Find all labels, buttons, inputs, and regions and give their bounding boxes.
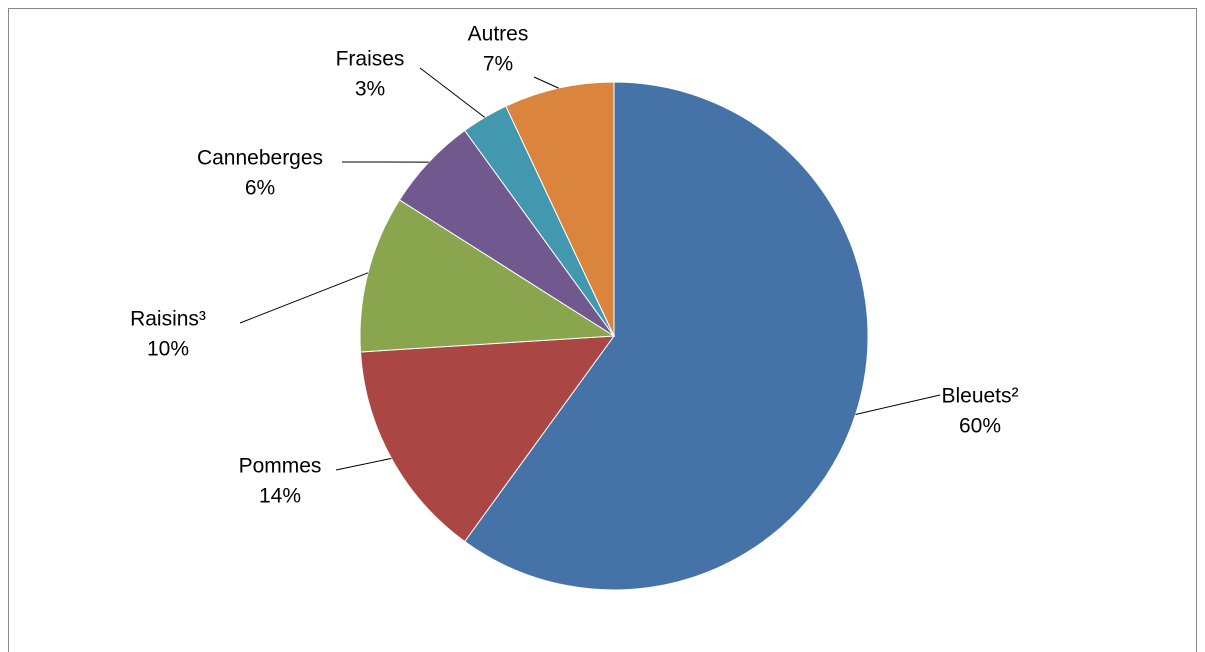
slice-value-label: 14% xyxy=(259,485,301,508)
slice-label: Pommes xyxy=(239,455,322,478)
slice-value-label: 10% xyxy=(147,338,189,361)
slice-value-label: 6% xyxy=(245,177,275,200)
pie-slice xyxy=(359,335,616,543)
slice-label: Autres xyxy=(468,23,529,46)
pie-slice xyxy=(359,199,616,353)
leader-line xyxy=(855,394,941,415)
slice-label: Bleuets² xyxy=(941,385,1018,408)
slice-label: Canneberges xyxy=(197,147,323,170)
leader-line xyxy=(335,457,392,471)
leader-line xyxy=(419,67,486,118)
slice-label: Raisins³ xyxy=(130,308,206,331)
slice-value-label: 3% xyxy=(355,78,385,101)
slice-label: Fraises xyxy=(336,48,405,71)
leader-line xyxy=(533,76,559,89)
slice-value-label: 60% xyxy=(959,415,1001,438)
pie-slice xyxy=(505,81,615,337)
leader-line xyxy=(239,272,369,324)
pie-slice xyxy=(464,81,869,591)
slice-value-label: 7% xyxy=(483,53,513,76)
